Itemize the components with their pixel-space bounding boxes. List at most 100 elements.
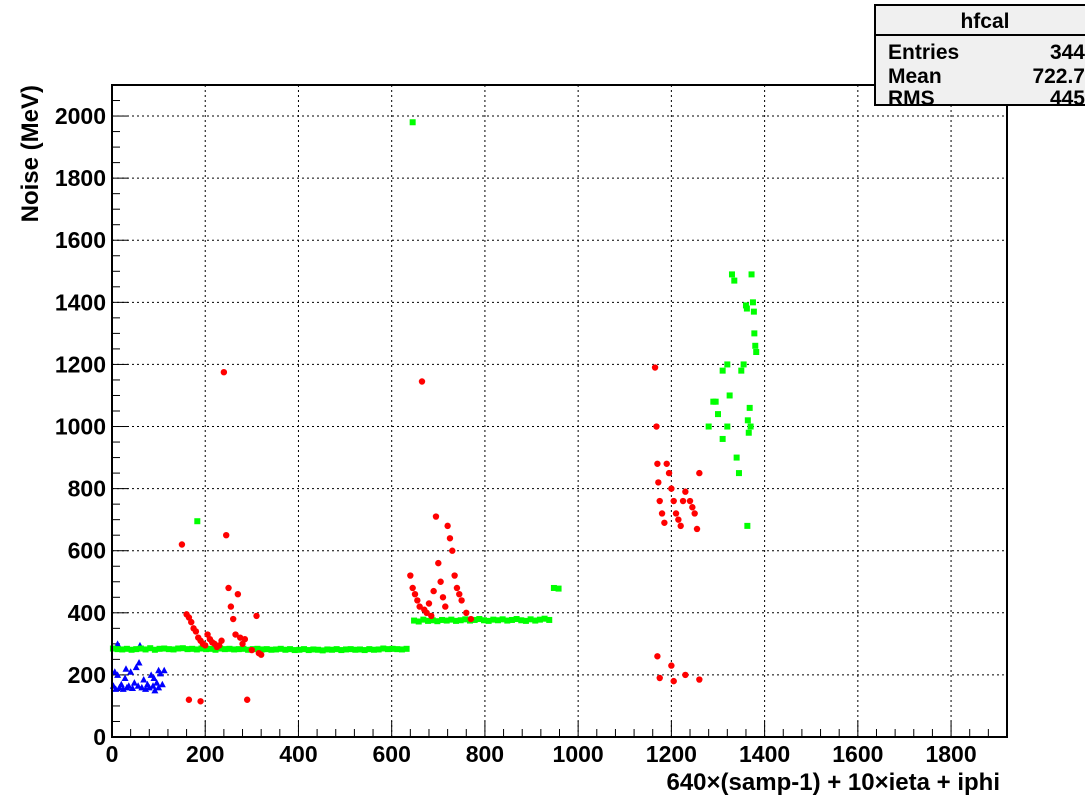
y-tick-label: 2000 <box>55 103 106 129</box>
data-point-red <box>416 603 423 610</box>
data-point-blue <box>138 683 146 691</box>
data-point-green <box>352 646 359 653</box>
data-point-red <box>439 594 447 601</box>
data-point-green <box>380 645 387 652</box>
data-point-red <box>686 497 694 505</box>
data-point-red <box>670 677 677 685</box>
data-point-green <box>319 647 326 654</box>
data-point-green <box>305 647 312 654</box>
data-point-green <box>504 617 511 624</box>
data-point-blue <box>150 674 158 682</box>
data-point-green <box>240 645 247 652</box>
data-point-green <box>499 616 506 623</box>
stats-mean-label: Mean <box>888 65 942 88</box>
data-point-green <box>522 617 529 624</box>
data-point-green <box>527 616 534 623</box>
data-point-green <box>217 645 224 652</box>
y-tick-label: 1600 <box>55 227 106 253</box>
data-point-red <box>665 469 673 477</box>
data-point-red <box>668 662 675 669</box>
data-point-green <box>744 417 751 424</box>
data-point-green <box>747 423 754 430</box>
data-point-green <box>398 646 405 653</box>
data-point-green <box>471 616 478 623</box>
data-point-green <box>485 617 492 624</box>
data-point-red <box>675 516 682 523</box>
data-point-red <box>423 609 430 617</box>
data-point-red <box>453 584 461 592</box>
y-tick-label: 1400 <box>55 289 106 315</box>
data-point-red <box>444 522 451 530</box>
x-tick-label: 400 <box>279 741 317 767</box>
data-point-green <box>161 645 168 652</box>
data-point-green <box>425 617 432 624</box>
data-point-green <box>142 646 149 653</box>
data-point-green <box>743 305 750 312</box>
data-point-red <box>428 612 435 620</box>
y-tick-label: 1000 <box>55 414 106 440</box>
data-point-blue <box>122 665 130 672</box>
data-point-blue <box>155 666 163 674</box>
data-point-green <box>394 646 401 653</box>
data-point-green <box>705 423 712 430</box>
data-point-red <box>677 522 684 530</box>
data-point-green <box>555 585 562 592</box>
axis-ticks <box>111 84 1008 738</box>
data-point-blue <box>125 682 133 689</box>
y-axis-title: Noise (MeV) <box>17 85 44 222</box>
data-point-green <box>724 361 731 368</box>
data-point-green <box>490 616 497 623</box>
data-point-red <box>243 696 251 703</box>
data-point-red <box>418 378 426 385</box>
data-point-green <box>389 645 396 652</box>
data-point-red <box>414 597 421 604</box>
data-point-red <box>661 519 668 526</box>
data-point-green <box>420 616 427 623</box>
data-point-red <box>425 600 433 607</box>
data-point-green <box>744 522 751 529</box>
data-point-green <box>508 616 515 623</box>
data-point-blue <box>114 640 122 647</box>
data-point-red <box>229 615 237 623</box>
data-point-green <box>147 645 154 652</box>
x-tick-label: 0 <box>106 741 119 767</box>
data-point-blue <box>160 666 168 674</box>
data-point-green <box>724 423 731 430</box>
data-point-green <box>343 646 350 653</box>
data-point-green <box>753 349 760 356</box>
stats-rms-label: RMS <box>888 87 935 110</box>
data-point-green <box>296 646 303 653</box>
data-point-red <box>689 504 696 511</box>
data-point-red <box>458 597 465 604</box>
data-point-green <box>457 617 464 624</box>
data-point-green <box>137 645 144 652</box>
data-point-green <box>728 271 735 278</box>
data-point-green <box>119 646 126 653</box>
data-point-red <box>693 525 701 533</box>
data-point-green <box>245 646 252 653</box>
data-point-green <box>439 616 446 623</box>
data-point-blue <box>151 686 159 694</box>
data-point-blue <box>140 676 148 683</box>
y-tick-label: 400 <box>68 600 106 626</box>
data-point-green <box>189 645 196 652</box>
data-point-green <box>541 615 548 622</box>
data-point-green <box>287 646 294 653</box>
x-tick-label: 600 <box>373 741 411 767</box>
data-point-red <box>672 510 680 517</box>
data-point-green <box>409 119 416 126</box>
data-point-green <box>550 584 557 591</box>
data-point-green <box>480 617 487 624</box>
stats-entries-value: 344 <box>1050 41 1085 64</box>
data-point-green <box>123 645 130 652</box>
data-point-green <box>254 645 261 652</box>
data-point-green <box>291 647 298 654</box>
data-point-green <box>165 646 172 653</box>
data-point-green <box>277 645 284 652</box>
y-tick-label: 1800 <box>55 165 106 191</box>
data-point-green <box>749 299 756 306</box>
data-point-green <box>198 645 205 652</box>
data-point-green <box>179 645 186 652</box>
data-point-red <box>223 531 230 539</box>
y-tick-label: 200 <box>68 662 106 688</box>
